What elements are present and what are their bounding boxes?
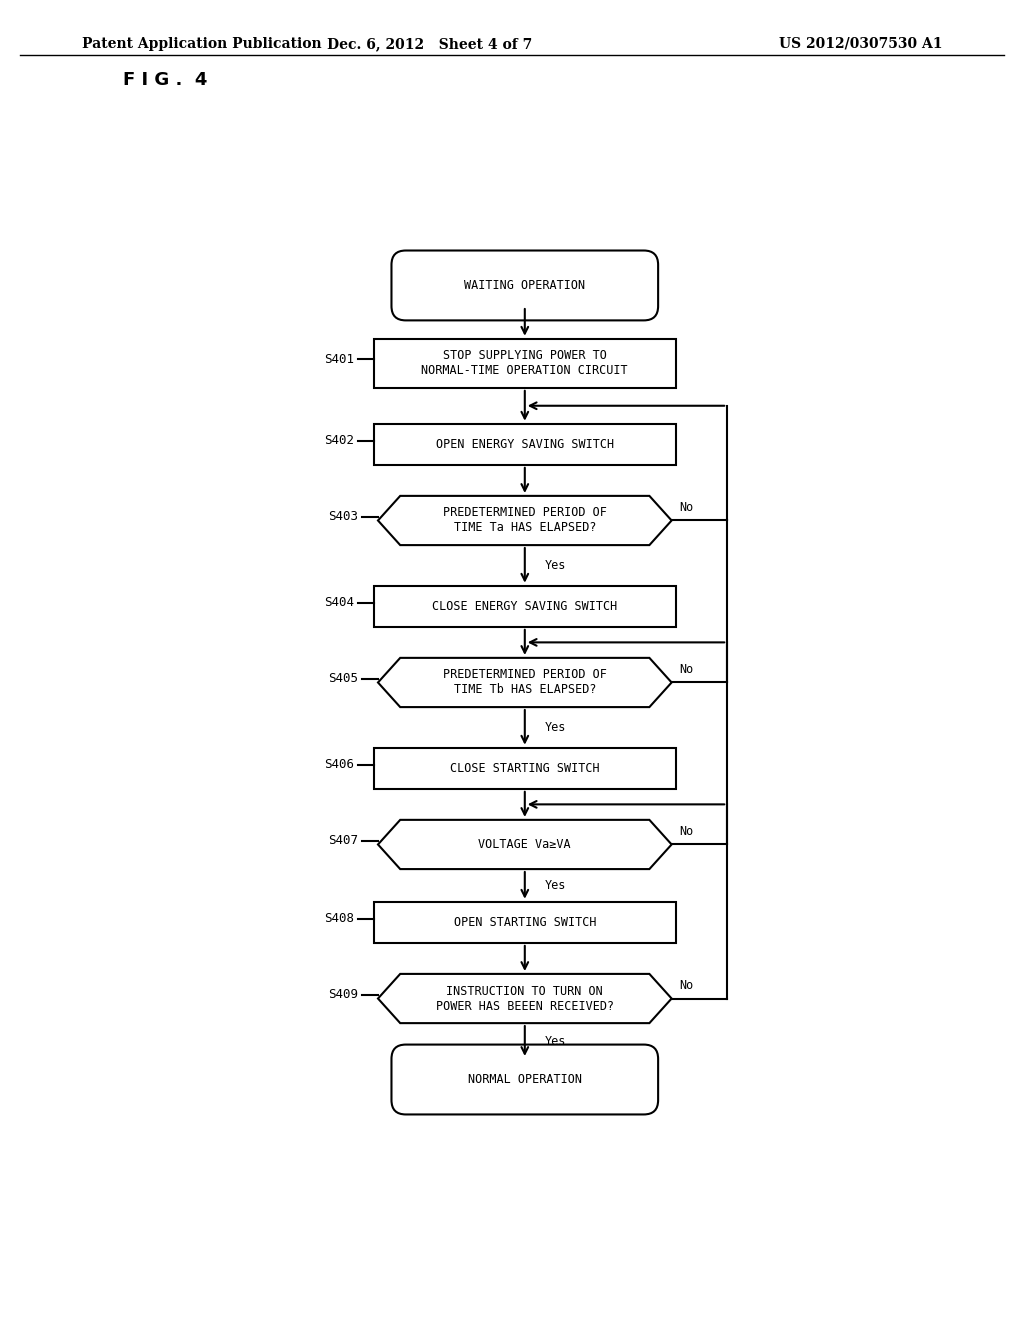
Text: Dec. 6, 2012   Sheet 4 of 7: Dec. 6, 2012 Sheet 4 of 7 [328, 37, 532, 51]
Text: WAITING OPERATION: WAITING OPERATION [464, 279, 586, 292]
Text: S407: S407 [328, 834, 358, 847]
FancyBboxPatch shape [391, 1044, 658, 1114]
Text: Yes: Yes [545, 558, 566, 572]
Text: S402: S402 [325, 434, 354, 447]
Polygon shape [378, 657, 672, 708]
Text: US 2012/0307530 A1: US 2012/0307530 A1 [778, 37, 942, 51]
Text: OPEN ENERGY SAVING SWITCH: OPEN ENERGY SAVING SWITCH [436, 438, 613, 450]
Text: NORMAL OPERATION: NORMAL OPERATION [468, 1073, 582, 1086]
Text: S409: S409 [328, 989, 358, 1001]
Text: Yes: Yes [545, 721, 566, 734]
Text: S403: S403 [328, 510, 358, 523]
Polygon shape [378, 496, 672, 545]
Text: PREDETERMINED PERIOD OF
TIME Ta HAS ELAPSED?: PREDETERMINED PERIOD OF TIME Ta HAS ELAP… [442, 507, 607, 535]
Text: CLOSE STARTING SWITCH: CLOSE STARTING SWITCH [450, 762, 600, 775]
Text: Patent Application Publication: Patent Application Publication [82, 37, 322, 51]
Bar [374, 902, 676, 942]
Text: Yes: Yes [545, 879, 566, 892]
Bar [374, 586, 676, 627]
Bar [374, 339, 676, 388]
Bar [374, 747, 676, 789]
Text: OPEN STARTING SWITCH: OPEN STARTING SWITCH [454, 916, 596, 929]
Text: CLOSE ENERGY SAVING SWITCH: CLOSE ENERGY SAVING SWITCH [432, 599, 617, 612]
Text: No: No [680, 502, 694, 515]
Text: VOLTAGE Va≥VA: VOLTAGE Va≥VA [478, 838, 571, 851]
Text: S408: S408 [325, 912, 354, 925]
Text: STOP SUPPLYING POWER TO
NORMAL-TIME OPERATION CIRCUIT: STOP SUPPLYING POWER TO NORMAL-TIME OPER… [422, 350, 628, 378]
Text: S401: S401 [325, 352, 354, 366]
Text: No: No [680, 825, 694, 838]
Text: No: No [680, 663, 694, 676]
Text: INSTRUCTION TO TURN ON
POWER HAS BEEEN RECEIVED?: INSTRUCTION TO TURN ON POWER HAS BEEEN R… [436, 985, 613, 1012]
Text: S405: S405 [328, 672, 358, 685]
Bar [374, 424, 676, 465]
FancyBboxPatch shape [391, 251, 658, 321]
Text: S404: S404 [325, 597, 354, 610]
Polygon shape [378, 974, 672, 1023]
Text: Yes: Yes [545, 1035, 566, 1048]
Text: PREDETERMINED PERIOD OF
TIME Tb HAS ELAPSED?: PREDETERMINED PERIOD OF TIME Tb HAS ELAP… [442, 668, 607, 697]
Text: F I G .  4: F I G . 4 [123, 71, 207, 90]
Polygon shape [378, 820, 672, 869]
Text: No: No [680, 979, 694, 993]
Text: S406: S406 [325, 759, 354, 771]
